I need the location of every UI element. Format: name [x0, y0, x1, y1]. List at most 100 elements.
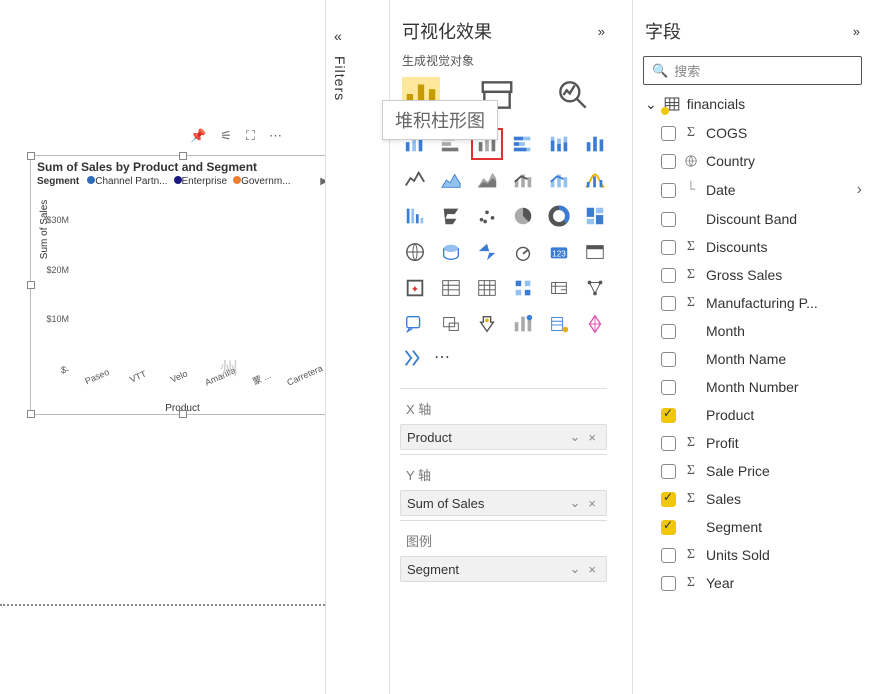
- remove-field-icon[interactable]: ×: [584, 496, 600, 511]
- field-checkbox[interactable]: [661, 296, 676, 311]
- report-canvas[interactable]: 📌 ⚟ ⛶ ⋯ Sum of Sales by Product and Segm…: [0, 0, 357, 694]
- table-node[interactable]: ⌄ financials: [643, 85, 862, 119]
- field-checkbox[interactable]: [661, 520, 676, 535]
- fields-search-input[interactable]: 🔍 搜索: [643, 56, 862, 85]
- viz-type-icon[interactable]: [508, 165, 538, 195]
- field-row[interactable]: Country: [661, 147, 862, 175]
- filters-pane-collapsed[interactable]: « Filters: [325, 0, 357, 694]
- viz-type-icon[interactable]: [436, 273, 466, 303]
- field-row[interactable]: ΣMonth: [661, 317, 862, 345]
- viz-type-icon[interactable]: [508, 309, 538, 339]
- viz-panel-title: 可视化效果: [402, 18, 492, 44]
- field-row[interactable]: └Date›: [661, 175, 862, 205]
- viz-type-icon[interactable]: [400, 165, 430, 195]
- field-row[interactable]: ΣManufacturing P...: [661, 289, 862, 317]
- expand-filters-icon[interactable]: «: [334, 28, 342, 44]
- field-row[interactable]: ΣDiscounts: [661, 233, 862, 261]
- viz-type-icon[interactable]: [544, 273, 574, 303]
- field-checkbox[interactable]: [661, 154, 676, 169]
- remove-field-icon[interactable]: ×: [584, 430, 600, 445]
- sigma-icon: Σ: [684, 491, 698, 507]
- field-checkbox[interactable]: [661, 380, 676, 395]
- viz-type-gallery: 123 ✦: [400, 123, 607, 343]
- sigma-icon: Σ: [684, 463, 698, 479]
- collapse-fields-icon[interactable]: »: [853, 24, 860, 39]
- field-checkbox[interactable]: [661, 126, 676, 141]
- field-row[interactable]: ΣUnits Sold: [661, 541, 862, 569]
- field-checkbox[interactable]: [661, 408, 676, 423]
- viz-type-icon[interactable]: [544, 309, 574, 339]
- field-row[interactable]: ΣDiscount Band: [661, 205, 862, 233]
- field-row[interactable]: ΣMonth Number: [661, 373, 862, 401]
- field-checkbox[interactable]: [661, 492, 676, 507]
- table-icon: [663, 95, 681, 113]
- field-row[interactable]: ΣSales: [661, 485, 862, 513]
- chart-visual[interactable]: Sum of Sales by Product and Segment Segm…: [30, 155, 335, 415]
- remove-field-icon[interactable]: ×: [584, 562, 600, 577]
- more-visuals-icon[interactable]: [402, 347, 424, 372]
- pin-icon[interactable]: 📌: [190, 128, 206, 144]
- field-checkbox[interactable]: [661, 268, 676, 283]
- viz-type-icon[interactable]: [508, 201, 538, 231]
- viz-type-icon[interactable]: [436, 237, 466, 267]
- viz-type-icon[interactable]: [544, 201, 574, 231]
- viz-type-icon[interactable]: [580, 273, 610, 303]
- viz-type-icon[interactable]: [472, 165, 502, 195]
- field-checkbox[interactable]: [661, 212, 676, 227]
- viz-type-icon[interactable]: [436, 201, 466, 231]
- field-row[interactable]: ΣYear: [661, 569, 862, 597]
- field-checkbox[interactable]: [661, 324, 676, 339]
- viz-ellipsis-icon[interactable]: ⋯: [434, 347, 450, 372]
- svg-text:123: 123: [552, 250, 566, 259]
- analytics-icon[interactable]: [554, 77, 592, 113]
- field-row[interactable]: ΣSegment: [661, 513, 862, 541]
- more-icon[interactable]: ⋯: [269, 128, 282, 144]
- field-row[interactable]: ΣSale Price: [661, 457, 862, 485]
- field-checkbox[interactable]: [661, 240, 676, 255]
- viz-type-icon[interactable]: ✦: [400, 273, 430, 303]
- viz-type-icon[interactable]: [472, 273, 502, 303]
- viz-type-icon[interactable]: [580, 165, 610, 195]
- viz-type-icon[interactable]: [472, 237, 502, 267]
- field-row[interactable]: ΣGross Sales: [661, 261, 862, 289]
- chevron-down-icon[interactable]: ⌄: [645, 96, 657, 113]
- field-checkbox[interactable]: [661, 576, 676, 591]
- chevron-down-icon[interactable]: ⌄: [566, 495, 585, 511]
- viz-type-icon[interactable]: [508, 273, 538, 303]
- chevron-down-icon[interactable]: ⌄: [566, 429, 585, 445]
- viz-type-icon[interactable]: [508, 129, 538, 159]
- viz-type-icon[interactable]: [400, 309, 430, 339]
- field-checkbox[interactable]: [661, 464, 676, 479]
- field-row[interactable]: ΣMonth Name: [661, 345, 862, 373]
- field-checkbox[interactable]: [661, 183, 676, 198]
- viz-type-icon[interactable]: [472, 201, 502, 231]
- filter-icon[interactable]: ⚟: [220, 128, 232, 144]
- viz-type-icon[interactable]: [544, 165, 574, 195]
- focus-icon[interactable]: ⛶: [246, 128, 255, 144]
- viz-type-icon[interactable]: [544, 129, 574, 159]
- viz-type-icon[interactable]: [508, 237, 538, 267]
- viz-type-icon[interactable]: [400, 237, 430, 267]
- viz-type-icon[interactable]: [580, 201, 610, 231]
- chevron-right-icon[interactable]: ›: [857, 181, 862, 199]
- chevron-down-icon[interactable]: ⌄: [566, 561, 585, 577]
- field-checkbox[interactable]: [661, 352, 676, 367]
- svg-text:✦: ✦: [411, 285, 419, 296]
- viz-type-icon[interactable]: [580, 129, 610, 159]
- viz-type-icon[interactable]: [472, 309, 502, 339]
- viz-type-icon[interactable]: [436, 165, 466, 195]
- field-row[interactable]: ΣProfit: [661, 429, 862, 457]
- field-row[interactable]: ΣProduct: [661, 401, 862, 429]
- y-axis-well[interactable]: Sum of Sales ⌄ ×: [400, 490, 607, 516]
- viz-type-icon[interactable]: 123: [544, 237, 574, 267]
- legend-well[interactable]: Segment ⌄ ×: [400, 556, 607, 582]
- x-axis-well[interactable]: Product ⌄ ×: [400, 424, 607, 450]
- field-checkbox[interactable]: [661, 436, 676, 451]
- viz-type-icon[interactable]: [580, 309, 610, 339]
- collapse-viz-icon[interactable]: »: [598, 24, 605, 39]
- viz-type-icon[interactable]: [580, 237, 610, 267]
- viz-type-icon[interactable]: [400, 201, 430, 231]
- field-checkbox[interactable]: [661, 548, 676, 563]
- field-row[interactable]: ΣCOGS: [661, 119, 862, 147]
- viz-type-icon[interactable]: [436, 309, 466, 339]
